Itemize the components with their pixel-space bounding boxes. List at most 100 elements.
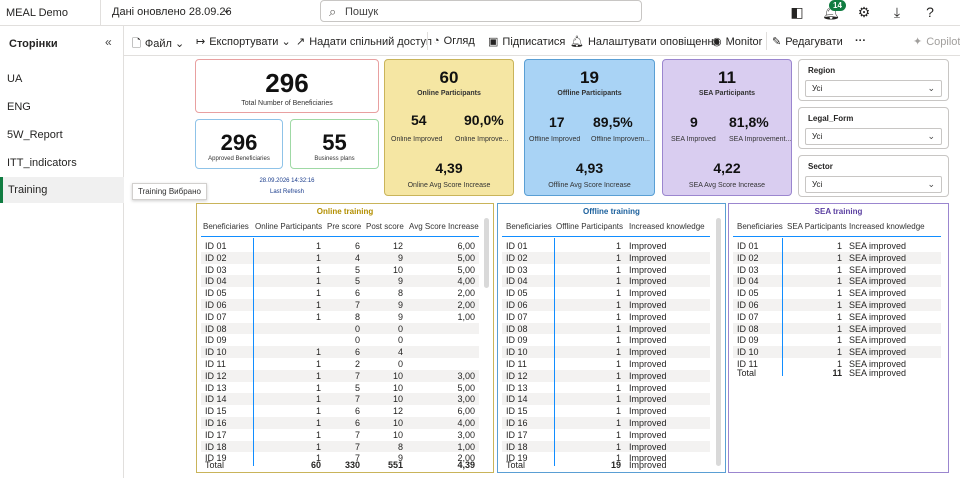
view-button[interactable]: ◔ Огляд [433, 35, 475, 47]
table-row[interactable]: ID 09 1 SEA improved [733, 334, 941, 346]
table-row[interactable]: ID 10 1 6 4 [201, 346, 479, 358]
gear-icon[interactable]: ⚙ [857, 4, 871, 20]
table-row[interactable]: ID 06 1 Improved [502, 299, 710, 311]
panel-toggle-icon[interactable]: ◧ [790, 4, 804, 20]
table-row[interactable]: ID 11 1 SEA improved [733, 358, 941, 370]
table-row[interactable]: ID 02 1 4 9 5,00 [201, 251, 479, 264]
table-cell: ID 02 [506, 252, 528, 263]
table-row[interactable]: ID 15 1 Improved [502, 405, 710, 417]
table-row[interactable]: ID 05 1 6 8 2,00 [201, 287, 479, 299]
table-cell: 9 [397, 311, 403, 322]
table-row[interactable]: ID 14 1 7 10 3,00 [201, 393, 479, 406]
share-button[interactable]: ↗ Надати спільний доступ [296, 36, 432, 48]
table-row[interactable]: ID 17 1 7 10 3,00 [201, 429, 479, 441]
table-row[interactable]: ID 09 0 0 [201, 334, 479, 346]
subscribe-button[interactable]: ▣ Підписатися [488, 36, 566, 48]
monitor-button[interactable]: ◉ Monitor [712, 36, 763, 48]
download-icon[interactable]: ⤓ [893, 4, 901, 20]
scrollbar[interactable] [716, 218, 721, 466]
collapse-icon[interactable]: « [105, 35, 112, 49]
table-row[interactable]: ID 01 1 6 12 6,00 [201, 240, 479, 252]
column-header[interactable]: Beneficiaries [203, 222, 249, 231]
search-input[interactable]: ⌕ Пошук [320, 0, 642, 22]
table-row[interactable]: ID 11 1 Improved [502, 358, 710, 370]
table-row[interactable]: ID 03 1 5 10 5,00 [201, 264, 479, 276]
table-row[interactable]: ID 01 1 Improved [502, 240, 710, 252]
table-row[interactable]: ID 07 1 SEA improved [733, 311, 941, 323]
table-row[interactable]: ID 05 1 Improved [502, 287, 710, 299]
column-header[interactable]: Online Participants [255, 222, 323, 231]
chevron-down-icon[interactable]: ⌄ [222, 4, 232, 16]
export-menu[interactable]: ↦ Експортувати ⌄ [196, 36, 291, 48]
table-row[interactable]: ID 12 1 Improved [502, 369, 710, 382]
table-row[interactable]: ID 10 1 SEA improved [733, 346, 941, 358]
table-row[interactable]: ID 05 1 SEA improved [733, 287, 941, 299]
column-header[interactable]: Beneficiaries [506, 222, 552, 231]
table-cell: Improved [629, 394, 667, 405]
table-row[interactable]: ID 13 1 Improved [502, 382, 710, 394]
divider [427, 32, 428, 50]
table-cell: ID 15 [205, 406, 227, 417]
region-dropdown[interactable]: Усі ⌄ [805, 80, 942, 97]
page-training[interactable]: Training [0, 177, 124, 203]
table-row[interactable]: ID 10 1 Improved [502, 346, 710, 358]
column-header[interactable]: Increased knowledge [849, 222, 925, 231]
table-cell: 9 [397, 276, 403, 287]
table-row[interactable]: ID 18 1 7 8 1,00 [201, 440, 479, 453]
column-header[interactable]: Pre score [327, 222, 362, 231]
table-row[interactable]: ID 06 1 7 9 2,00 [201, 299, 479, 311]
table-row[interactable]: ID 02 1 SEA improved [733, 251, 941, 264]
column-header[interactable]: SEA Participants [787, 222, 847, 231]
table-row[interactable]: ID 13 1 5 10 5,00 [201, 382, 479, 394]
table-cell: 6,00 [457, 406, 475, 417]
file-menu[interactable]: 🗋︎ Файл ⌄ [132, 38, 185, 50]
table-row[interactable]: ID 08 0 0 [201, 322, 479, 335]
help-icon[interactable]: ? [926, 4, 934, 20]
table-row[interactable]: ID 08 1 SEA improved [733, 322, 941, 335]
page-ua[interactable]: UA [7, 73, 23, 85]
table-row[interactable]: ID 12 1 7 10 3,00 [201, 369, 479, 382]
more-options-button[interactable]: ··· [855, 35, 866, 47]
table-row[interactable]: ID 14 1 Improved [502, 393, 710, 406]
column-header[interactable]: Increased knowledge [629, 222, 705, 231]
scrollbar[interactable] [484, 218, 489, 288]
table-row[interactable]: ID 16 1 6 10 4,00 [201, 417, 479, 429]
table-cell: ID 13 [205, 382, 227, 393]
page-eng[interactable]: ENG [7, 101, 31, 113]
table-row[interactable]: ID 08 1 Improved [502, 322, 710, 335]
bell-icon: 🔔︎ [570, 36, 584, 48]
edit-button[interactable]: ✎ Редагувати [772, 36, 843, 48]
table-row[interactable]: ID 04 1 SEA improved [733, 275, 941, 288]
table-row[interactable]: ID 16 1 Improved [502, 417, 710, 429]
table-row[interactable]: ID 18 1 Improved [502, 440, 710, 453]
table-row[interactable]: ID 04 1 Improved [502, 275, 710, 288]
sector-dropdown[interactable]: Усі ⌄ [805, 176, 942, 193]
table-row[interactable]: ID 01 1 SEA improved [733, 240, 941, 252]
column-header[interactable]: Avg Score Increase [409, 222, 479, 231]
copilot-button[interactable]: ✦ Copilot [913, 36, 960, 48]
table-row[interactable]: ID 07 1 Improved [502, 311, 710, 323]
table-row[interactable]: ID 15 1 6 12 6,00 [201, 405, 479, 417]
table-row[interactable]: ID 03 1 Improved [502, 264, 710, 276]
column-header[interactable]: Post score [366, 222, 404, 231]
table-row[interactable]: ID 02 1 Improved [502, 251, 710, 264]
table-row[interactable]: ID 19 1 7 9 2,00 [201, 452, 479, 464]
table-row[interactable]: ID 09 1 Improved [502, 334, 710, 346]
table-row[interactable]: ID 17 1 Improved [502, 429, 710, 441]
online-kpi-card: 60 Online Participants 54 Online Improve… [384, 59, 514, 196]
column-header[interactable]: Beneficiaries [737, 222, 783, 231]
alerts-button[interactable]: 🔔︎ Налаштувати оповіщення [570, 36, 720, 48]
data-updated[interactable]: Дані оновлено 28.09.26 [112, 6, 232, 18]
legal-form-dropdown[interactable]: Усі ⌄ [805, 128, 942, 145]
column-header[interactable]: Offline Participants [556, 222, 623, 231]
table-row[interactable]: ID 04 1 5 9 4,00 [201, 275, 479, 288]
page-5w-report[interactable]: 5W_Report [7, 129, 63, 141]
table-row[interactable]: ID 07 1 8 9 1,00 [201, 311, 479, 323]
page-itt-indicators[interactable]: ITT_indicators [7, 157, 77, 169]
table-row[interactable]: ID 06 1 SEA improved [733, 299, 941, 311]
table-cell: 1 [615, 252, 621, 263]
table-row[interactable]: ID 03 1 SEA improved [733, 264, 941, 276]
table-row[interactable]: ID 11 1 2 0 [201, 358, 479, 370]
table-cell: 8 [397, 441, 403, 452]
table-row[interactable]: ID 19 1 Improved [502, 452, 710, 464]
